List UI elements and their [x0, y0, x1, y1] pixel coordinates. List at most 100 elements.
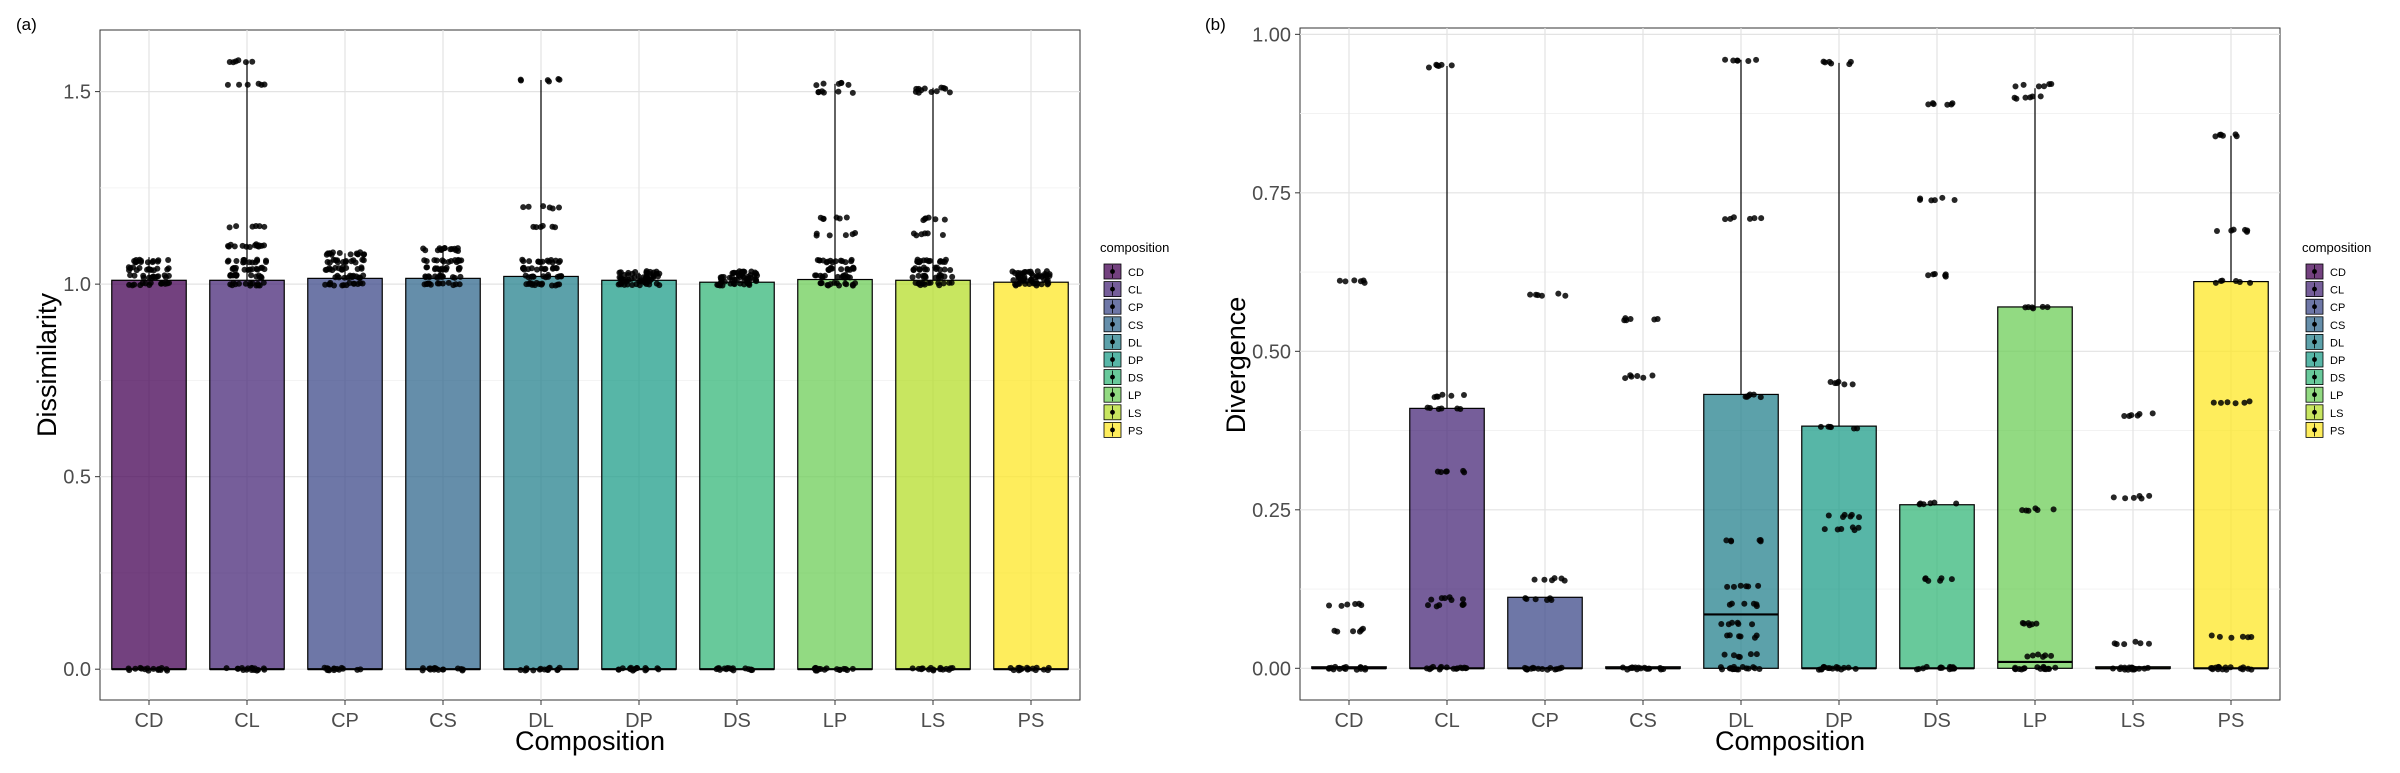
- data-point-LP: [2035, 651, 2042, 658]
- data-point-LP: [849, 231, 856, 238]
- panel-a-x-ticks: CD CL CP CS DL DP DS LP LS PS: [135, 700, 1044, 732]
- data-point-CL: [1448, 597, 1455, 604]
- data-point-CP: [1539, 665, 1546, 672]
- data-point-DL: [1750, 664, 1757, 671]
- data-point-LS: [920, 257, 927, 264]
- data-point-PS: [1034, 268, 1041, 275]
- legend-key-point-PS: [1110, 427, 1115, 433]
- data-point-LS: [2116, 666, 2123, 673]
- legend-label-PS: PS: [1128, 425, 1143, 437]
- data-point-CL: [1460, 391, 1467, 398]
- data-point-CL: [242, 280, 249, 287]
- data-point-CD: [1336, 665, 1343, 672]
- panel-a-y-ticks: 0.0 0.5 1.0 1.5: [63, 82, 100, 681]
- legend-key-point-CS: [2312, 321, 2317, 327]
- data-point-CL: [1430, 663, 1437, 670]
- data-point-CL: [1454, 405, 1461, 412]
- data-point-CD: [147, 279, 154, 286]
- data-point-DL: [556, 273, 563, 280]
- data-point-CL: [231, 271, 238, 278]
- panel-a: (a) 0.0 0.5 1.0 1.5 CD CL CP CS DL DP DS LP LS PS Co…: [16, 15, 1169, 756]
- bar-LS: [895, 279, 971, 670]
- data-point-LP: [826, 232, 833, 239]
- data-point-DP: [615, 666, 622, 673]
- panel-b-y-axis-title: Divergence: [1221, 297, 1251, 434]
- data-point-DS: [748, 667, 755, 674]
- data-point-LP: [2030, 305, 2037, 312]
- panel-a-legend: composition CD CL CP CS DL DP DS LP LS PS: [1100, 240, 1169, 438]
- legend-label-CL: CL: [2330, 285, 2344, 297]
- data-point-CS: [445, 279, 452, 286]
- data-point-DS: [1925, 101, 1932, 108]
- data-point-DL: [552, 282, 559, 289]
- panel-a-y-axis-title: Dissimilarity: [32, 293, 62, 437]
- data-point-CP: [326, 281, 333, 288]
- data-point-LS: [942, 85, 949, 92]
- data-point-LP: [843, 214, 850, 221]
- data-point-DP: [1820, 664, 1827, 671]
- data-point-CL: [241, 259, 248, 266]
- data-point-DL: [520, 258, 527, 265]
- data-point-CP: [334, 665, 341, 672]
- data-point-CS: [439, 257, 446, 264]
- data-point-LP: [2041, 83, 2048, 90]
- legend-label-CS: CS: [1128, 320, 1143, 332]
- bar-DP: [601, 279, 677, 670]
- data-point-CL: [1439, 391, 1446, 398]
- data-point-LS: [930, 666, 937, 673]
- data-point-CP: [325, 666, 332, 673]
- data-point-CP: [334, 259, 341, 266]
- data-point-CD: [137, 282, 144, 289]
- data-point-DP: [1847, 513, 1854, 520]
- data-point-CL: [1434, 393, 1441, 400]
- legend-label-CP: CP: [1128, 302, 1143, 314]
- data-point-CD: [165, 257, 172, 264]
- x-tick-label-CL: CL: [1434, 710, 1460, 732]
- x-tick-label-LS: LS: [921, 710, 945, 732]
- data-point-CL: [257, 265, 264, 272]
- data-point-DS: [1948, 576, 1955, 583]
- data-point-CS: [451, 257, 458, 264]
- legend-key-point-CP: [2312, 304, 2317, 310]
- data-point-CL: [1436, 666, 1443, 673]
- data-point-CS: [1649, 372, 1656, 379]
- legend-label-CP: CP: [2330, 302, 2345, 314]
- data-point-LP: [840, 665, 847, 672]
- data-point-CD: [155, 666, 162, 673]
- data-point-DL: [534, 266, 541, 273]
- data-point-CL: [1425, 602, 1432, 609]
- data-point-PS: [2210, 399, 2217, 406]
- data-point-DL: [523, 281, 530, 288]
- data-point-LP: [813, 272, 820, 279]
- data-point-DL: [525, 274, 532, 281]
- legend-label-DS: DS: [2330, 373, 2345, 385]
- bar-DP: [1801, 425, 1877, 669]
- data-point-CS: [452, 247, 459, 254]
- data-point-CS: [436, 280, 443, 287]
- data-point-CS: [454, 665, 461, 672]
- data-point-DL: [1728, 600, 1735, 607]
- legend-key-point-DL: [2312, 339, 2317, 345]
- bar-LP: [1997, 306, 2073, 669]
- data-point-LS: [921, 274, 928, 281]
- data-point-DL: [1724, 632, 1731, 639]
- data-point-CS: [456, 257, 463, 264]
- data-point-CL: [245, 267, 252, 274]
- data-point-CD: [144, 665, 151, 672]
- panel-b: (b) 0.00 0.25 0.50 0.75 1.00 CD CL CP CS DL DP DS L…: [1205, 15, 2371, 756]
- data-point-DS: [746, 282, 753, 289]
- data-point-DS: [1937, 577, 1944, 584]
- data-point-LP: [2021, 620, 2028, 627]
- data-point-CP: [359, 256, 366, 263]
- x-tick-label-CP: CP: [1531, 710, 1559, 732]
- data-point-CL: [258, 81, 265, 88]
- data-point-LS: [2126, 413, 2133, 420]
- data-point-DP: [1834, 526, 1841, 533]
- data-point-CP: [335, 265, 342, 272]
- data-point-LS: [925, 258, 932, 265]
- data-point-CS: [1634, 373, 1641, 380]
- data-point-PS: [1029, 665, 1036, 672]
- data-point-DL: [1757, 394, 1764, 401]
- y-tick-label: 1.5: [63, 82, 91, 104]
